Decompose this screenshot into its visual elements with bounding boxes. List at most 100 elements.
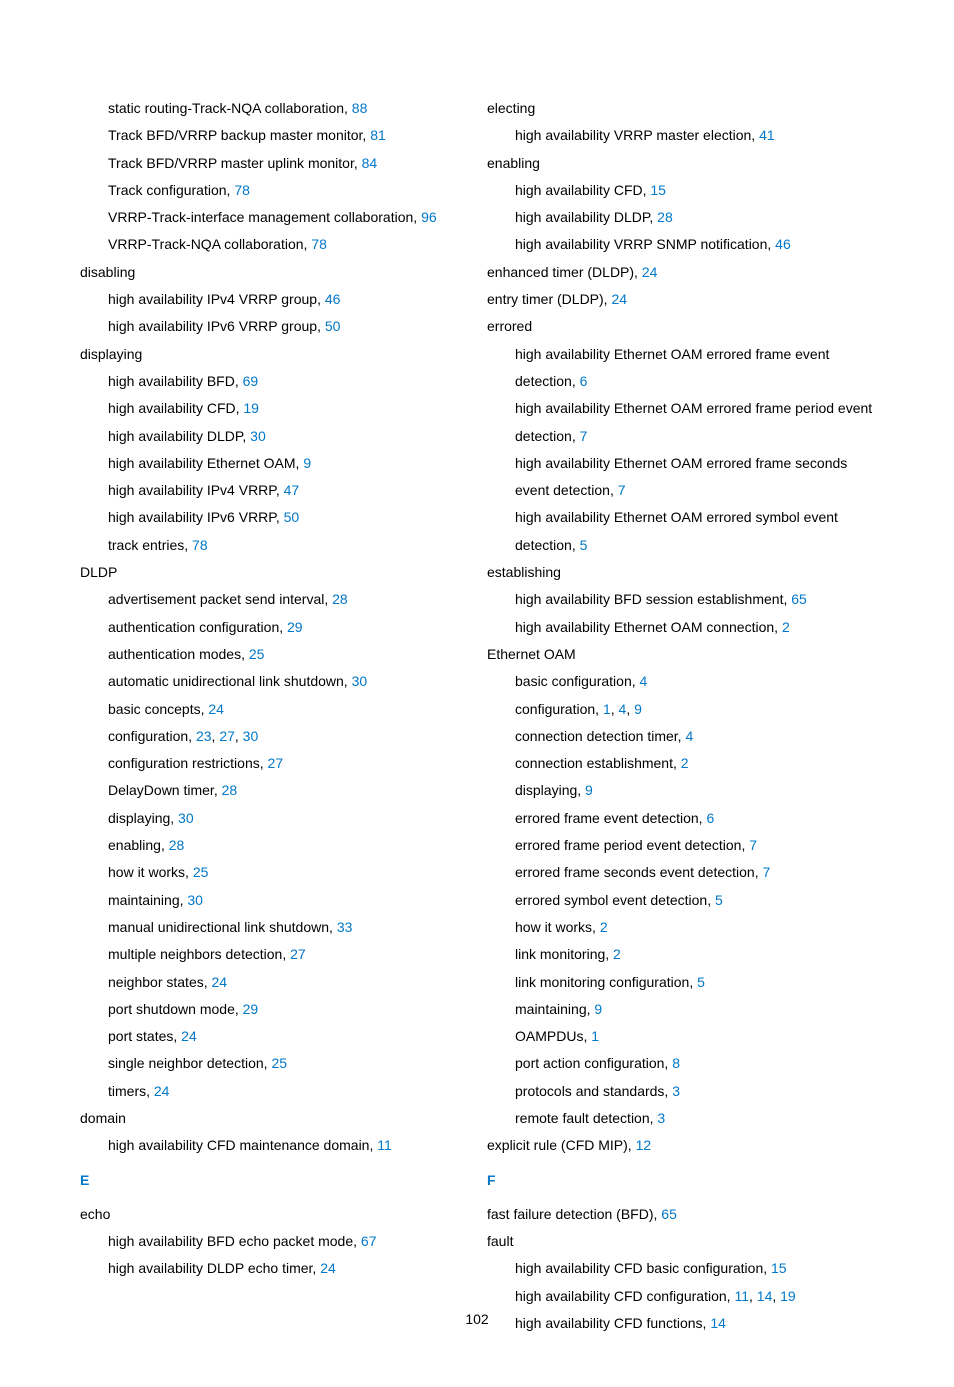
page-link[interactable]: 29 <box>243 1001 259 1017</box>
page-link[interactable]: 30 <box>250 428 266 444</box>
page-link[interactable]: 25 <box>193 864 209 880</box>
index-entry: port action configuration, 8 <box>515 1050 874 1077</box>
page-link[interactable]: 5 <box>715 892 723 908</box>
page-link[interactable]: 46 <box>775 236 791 252</box>
index-entry: displaying, 9 <box>515 777 874 804</box>
page-link[interactable]: 25 <box>249 646 265 662</box>
page-link[interactable]: 6 <box>580 373 588 389</box>
entry-text: protocols and standards, <box>515 1083 672 1099</box>
page-link[interactable]: 15 <box>771 1260 787 1276</box>
entry-text: high availability Ethernet OAM, <box>108 455 303 471</box>
page-link[interactable]: 84 <box>362 155 378 171</box>
page-link[interactable]: 3 <box>672 1083 680 1099</box>
page-link[interactable]: 30 <box>178 810 194 826</box>
page-link[interactable]: 96 <box>421 209 437 225</box>
page-link[interactable]: 65 <box>791 591 807 607</box>
page-link[interactable]: 11 <box>377 1137 392 1153</box>
page-link[interactable]: 8 <box>672 1055 680 1071</box>
page-link[interactable]: 5 <box>580 537 588 553</box>
page-link[interactable]: 25 <box>271 1055 287 1071</box>
page-link[interactable]: 33 <box>337 919 353 935</box>
entry-text: high availability VRRP SNMP notification… <box>515 236 775 252</box>
page-link[interactable]: 7 <box>580 428 588 444</box>
page-link[interactable]: 24 <box>212 974 228 990</box>
index-entry: high availability Ethernet OAM errored f… <box>515 395 874 450</box>
page-link[interactable]: 15 <box>650 182 666 198</box>
entry-text: basic concepts, <box>108 701 208 717</box>
page-link[interactable]: 24 <box>642 264 658 280</box>
page-link[interactable]: 50 <box>325 318 341 334</box>
page-link[interactable]: 46 <box>325 291 341 307</box>
page-link[interactable]: 24 <box>181 1028 197 1044</box>
entry-text: multiple neighbors detection, <box>108 946 290 962</box>
page-link[interactable]: 78 <box>311 236 327 252</box>
page-link[interactable]: 9 <box>634 701 642 717</box>
index-entry: multiple neighbors detection, 27 <box>108 941 467 968</box>
page-link[interactable]: 27 <box>290 946 306 962</box>
page-link[interactable]: 67 <box>361 1233 377 1249</box>
page-link[interactable]: 28 <box>222 782 238 798</box>
page-link[interactable]: 65 <box>661 1206 677 1222</box>
page-link[interactable]: 6 <box>706 810 714 826</box>
page-link[interactable]: 27 <box>219 728 235 744</box>
page-link[interactable]: 12 <box>636 1137 652 1153</box>
page-link[interactable]: 1 <box>591 1028 599 1044</box>
page-link[interactable]: 29 <box>287 619 303 635</box>
page-link[interactable]: 2 <box>782 619 790 635</box>
page-link[interactable]: 69 <box>243 373 259 389</box>
page-link[interactable]: 24 <box>154 1083 170 1099</box>
page-link[interactable]: 28 <box>657 209 673 225</box>
page-link[interactable]: 3 <box>657 1110 665 1126</box>
page-link[interactable]: 9 <box>303 455 311 471</box>
page-link[interactable]: 9 <box>594 1001 602 1017</box>
page-link[interactable]: 28 <box>169 837 185 853</box>
index-entry: errored frame period event detection, 7 <box>515 832 874 859</box>
index-entry: high availability IPv6 VRRP, 50 <box>108 504 467 531</box>
entry-text: automatic unidirectional link shutdown, <box>108 673 352 689</box>
page-link[interactable]: 19 <box>243 400 259 416</box>
page-link[interactable]: 24 <box>208 701 224 717</box>
entry-text: Track BFD/VRRP master uplink monitor, <box>108 155 362 171</box>
page-link[interactable]: 47 <box>284 482 300 498</box>
page-link[interactable]: 2 <box>613 946 621 962</box>
page-link[interactable]: 7 <box>762 864 770 880</box>
page-link[interactable]: 7 <box>618 482 626 498</box>
index-entry: errored frame seconds event detection, 7 <box>515 859 874 886</box>
page-link[interactable]: 30 <box>352 673 368 689</box>
entry-text: high availability VRRP master election, <box>515 127 759 143</box>
page-link[interactable]: 1 <box>603 701 611 717</box>
index-entry: Ethernet OAM <box>487 641 874 668</box>
page-link[interactable]: 27 <box>268 755 284 771</box>
index-entry: OAMPDUs, 1 <box>515 1023 874 1050</box>
page-link[interactable]: 5 <box>697 974 705 990</box>
entry-text: high availability BFD session establishm… <box>515 591 791 607</box>
page-link[interactable]: 7 <box>749 837 757 853</box>
page-link[interactable]: 81 <box>370 127 386 143</box>
page-link[interactable]: 23 <box>196 728 212 744</box>
page-link[interactable]: 50 <box>284 509 300 525</box>
entry-text: configuration, <box>515 701 603 717</box>
page-link[interactable]: 30 <box>187 892 203 908</box>
page-link[interactable]: 9 <box>585 782 593 798</box>
page-link[interactable]: 88 <box>352 100 368 116</box>
page-link[interactable]: 24 <box>320 1260 336 1276</box>
page-link[interactable]: 4 <box>685 728 693 744</box>
link-separator: , <box>235 728 243 744</box>
entry-text: link monitoring configuration, <box>515 974 697 990</box>
index-entry: high availability CFD, 19 <box>108 395 467 422</box>
page-link[interactable]: 24 <box>611 291 627 307</box>
page-link[interactable]: 41 <box>759 127 775 143</box>
entry-text: configuration restrictions, <box>108 755 268 771</box>
page-link[interactable]: 4 <box>640 673 648 689</box>
page-link[interactable]: 30 <box>243 728 259 744</box>
index-entry: configuration restrictions, 27 <box>108 750 467 777</box>
entry-text: port shutdown mode, <box>108 1001 243 1017</box>
entry-text: errored frame event detection, <box>515 810 706 826</box>
page-link[interactable]: 78 <box>192 537 208 553</box>
page-link[interactable]: 2 <box>681 755 689 771</box>
page-link[interactable]: 2 <box>600 919 608 935</box>
page-link[interactable]: 28 <box>332 591 348 607</box>
page-link[interactable]: 78 <box>234 182 250 198</box>
index-entry: DLDP <box>80 559 467 586</box>
entry-text: explicit rule (CFD MIP), <box>487 1137 636 1153</box>
